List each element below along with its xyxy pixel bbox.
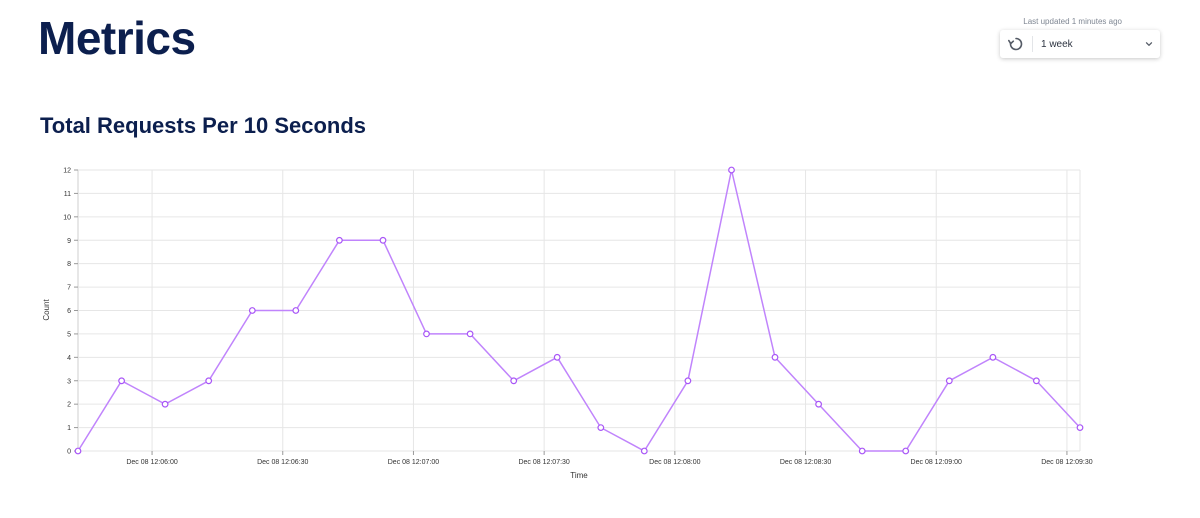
time-range-picker[interactable]: 1 week (1000, 30, 1160, 58)
data-point (684, 377, 692, 385)
x-tick-label: Dec 08 12:08:30 (780, 459, 831, 466)
data-point (74, 447, 82, 455)
x-tick-label: Dec 08 12:09:30 (1041, 459, 1092, 466)
data-point (161, 400, 169, 408)
data-point (815, 400, 822, 408)
data-point (466, 330, 474, 338)
x-tick-label: Dec 08 12:08:00 (649, 459, 700, 466)
x-tick-label: Dec 08 12:07:30 (518, 459, 569, 466)
data-point (379, 236, 387, 244)
range-select-value[interactable]: 1 week (1041, 38, 1073, 50)
y-tick-label: 0 (67, 449, 71, 456)
horizontal-gridlines (78, 169, 1080, 452)
x-tick-label: Dec 08 12:06:30 (257, 459, 308, 466)
page-title: Metrics (38, 12, 196, 64)
x-axis-ticks: Dec 08 12:06:00 Dec 08 12:06:30 Dec 08 12:… (126, 451, 1093, 466)
data-point (597, 424, 605, 432)
refresh-icon (1008, 37, 1023, 51)
data-point (989, 353, 997, 361)
y-tick-label: 2 (67, 402, 71, 409)
data-point (553, 353, 561, 361)
series-line (77, 169, 1081, 452)
x-tick-label: Dec 08 12:07:00 (388, 459, 439, 466)
data-point (771, 353, 779, 361)
y-tick-label: 7 (67, 285, 71, 292)
data-point (423, 330, 430, 338)
y-tick-label: 5 (67, 331, 71, 338)
data-point (118, 377, 125, 385)
data-point (858, 447, 866, 455)
y-axis-label: Count (42, 299, 51, 321)
picker-divider (1032, 36, 1033, 52)
x-tick-label: Dec 08 12:06:00 (126, 459, 177, 466)
chart-title: Total Requests Per 10 Seconds (40, 113, 367, 138)
y-tick-label: 6 (67, 308, 71, 315)
chevron-down-icon[interactable] (1138, 30, 1160, 58)
data-point (640, 447, 648, 455)
data-point (728, 166, 735, 174)
data-point (945, 377, 953, 385)
y-tick-label: 12 (63, 168, 71, 175)
data-point (510, 377, 518, 385)
last-updated-text: Last updated 1 minutes ago (1023, 17, 1122, 26)
data-point (1032, 377, 1040, 385)
y-tick-label: 4 (67, 355, 71, 362)
series-points (74, 166, 1084, 455)
y-tick-label: 8 (67, 261, 71, 268)
data-point (248, 307, 256, 314)
y-tick-label: 10 (63, 214, 71, 221)
data-point (902, 447, 910, 455)
data-point (336, 236, 343, 244)
refresh-button[interactable] (1000, 30, 1032, 58)
y-tick-label: 3 (67, 378, 71, 385)
y-tick-label: 1 (67, 425, 71, 432)
data-point (1076, 424, 1084, 432)
x-tick-label: Dec 08 12:09:00 (911, 459, 962, 466)
x-axis-label: Time (570, 471, 588, 480)
y-tick-label: 11 (64, 191, 71, 198)
data-point (205, 377, 213, 385)
y-tick-label: 9 (67, 238, 71, 245)
data-point (292, 307, 300, 314)
